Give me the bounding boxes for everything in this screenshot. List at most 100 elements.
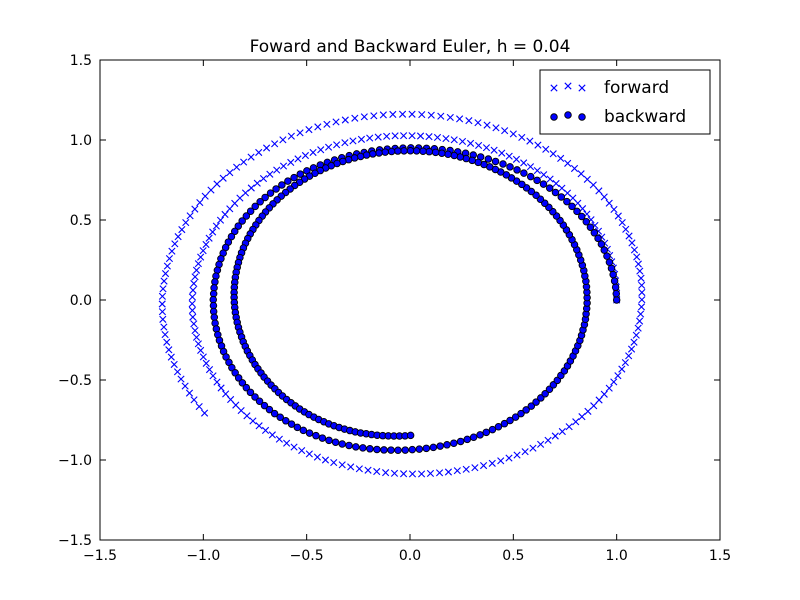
forward-point xyxy=(466,139,475,147)
backward-point xyxy=(594,234,602,243)
backward-point xyxy=(469,433,478,442)
forward-point xyxy=(212,222,220,230)
y-tick-label: −0.5 xyxy=(58,373,92,389)
forward-point xyxy=(191,273,199,281)
forward-point xyxy=(512,155,521,163)
legend-markers xyxy=(550,82,586,121)
plot-frame xyxy=(99,59,721,541)
forward-point xyxy=(488,459,496,467)
backward-point xyxy=(366,445,374,453)
forward-point xyxy=(261,426,270,434)
forward-point xyxy=(330,458,338,467)
forward-point xyxy=(189,313,197,321)
forward-point xyxy=(446,113,454,122)
forward-point xyxy=(275,435,283,443)
forward-point xyxy=(391,132,399,140)
forward-point xyxy=(163,262,171,270)
forward-point xyxy=(159,315,167,323)
forward-point xyxy=(287,158,295,166)
forward-point xyxy=(427,111,435,119)
forward-point xyxy=(590,402,598,410)
backward-point xyxy=(607,264,616,273)
backward-point xyxy=(513,166,521,174)
forward-point xyxy=(273,166,281,174)
forward-point xyxy=(301,151,310,160)
forward-point xyxy=(221,210,229,218)
forward-point xyxy=(577,170,585,178)
backward-point xyxy=(272,185,280,193)
backward-point xyxy=(387,446,395,454)
forward-point xyxy=(309,148,317,157)
backward-point xyxy=(299,426,308,435)
backward-point xyxy=(338,440,346,448)
forward-point xyxy=(305,450,313,458)
forward-point xyxy=(610,378,618,386)
forward-point xyxy=(191,326,199,335)
backward-point xyxy=(541,390,549,398)
backward-point xyxy=(484,155,493,163)
forward-point xyxy=(600,390,608,398)
forward-point xyxy=(490,146,498,154)
backward-point xyxy=(609,270,617,279)
forward-point xyxy=(483,121,491,129)
backward-point xyxy=(456,437,465,446)
forward-point xyxy=(347,463,355,471)
backward-point xyxy=(488,425,497,434)
forward-point xyxy=(634,260,642,268)
backward-point xyxy=(290,173,298,182)
forward-point xyxy=(216,216,225,224)
forward-point xyxy=(630,338,638,346)
backward-point xyxy=(612,296,621,304)
backward-point xyxy=(266,189,275,197)
forward-point xyxy=(355,465,363,473)
forward-point xyxy=(294,155,302,163)
forward-point xyxy=(159,285,167,293)
y-tick-label: −1.5 xyxy=(58,533,92,549)
backward-point xyxy=(499,160,507,168)
backward-point xyxy=(517,409,525,418)
forward-point xyxy=(435,469,444,477)
forward-point xyxy=(247,184,255,192)
backward-point xyxy=(450,439,458,447)
forward-point xyxy=(158,300,166,308)
backward-point xyxy=(520,169,528,177)
forward-point xyxy=(161,270,170,278)
backward-point xyxy=(412,147,421,155)
forward-point xyxy=(471,464,479,472)
forward-point xyxy=(266,170,274,178)
forward-point xyxy=(544,436,552,444)
forward-point xyxy=(442,134,450,143)
backward-point xyxy=(573,207,581,216)
forward-point xyxy=(374,133,382,141)
backward-point xyxy=(400,147,408,155)
backward-point xyxy=(431,148,440,157)
forward-point xyxy=(638,281,646,289)
forward-point xyxy=(217,384,225,392)
forward-point xyxy=(226,205,234,213)
forward-point xyxy=(537,440,545,448)
backward-point xyxy=(246,388,255,397)
forward-point xyxy=(636,317,644,325)
forward-point xyxy=(614,212,622,220)
backward-point xyxy=(352,443,360,451)
backward-point xyxy=(526,172,535,181)
forward-point xyxy=(271,140,279,148)
backward-point xyxy=(539,180,548,188)
forward-point xyxy=(200,409,209,417)
forward-point xyxy=(416,132,425,140)
backward-point xyxy=(527,402,536,410)
forward-point xyxy=(513,451,521,459)
forward-point xyxy=(232,401,240,409)
forward-point xyxy=(249,417,257,425)
forward-point xyxy=(262,144,271,152)
backward-point xyxy=(373,445,381,454)
forward-point xyxy=(209,372,217,380)
backward-point xyxy=(476,431,484,439)
backward-point xyxy=(287,420,296,428)
forward-point xyxy=(338,461,346,469)
forward-point xyxy=(247,153,255,161)
legend-marker-backward xyxy=(550,113,558,121)
forward-point xyxy=(637,303,646,311)
backward-point xyxy=(230,227,239,236)
forward-point xyxy=(482,144,491,152)
